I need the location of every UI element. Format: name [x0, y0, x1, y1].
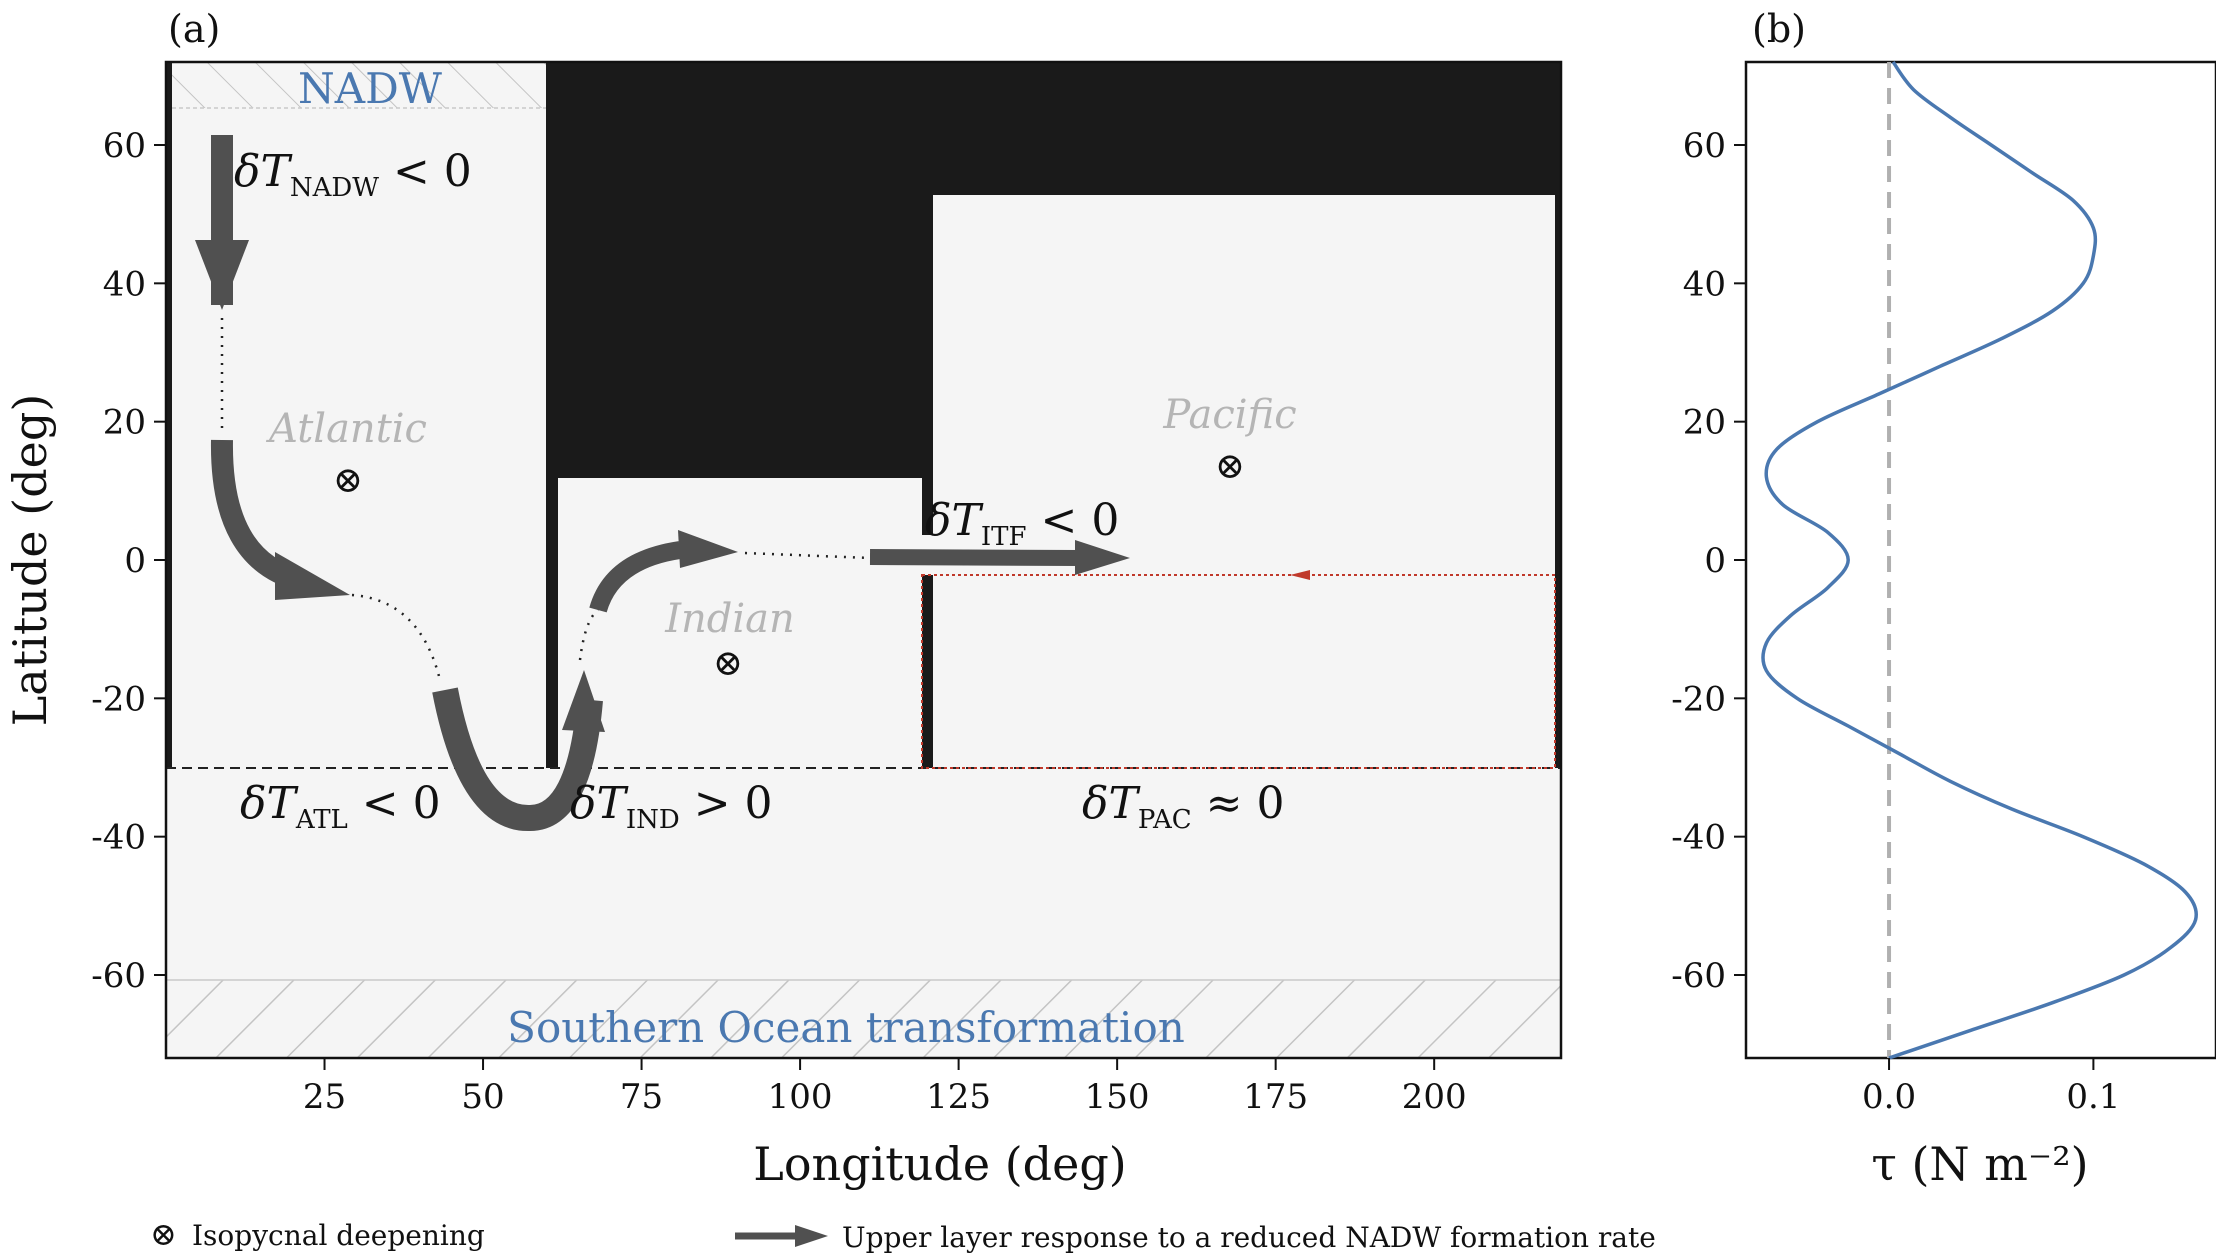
legend-arrow-head: [795, 1225, 828, 1247]
arrow-itf: [869, 549, 1081, 566]
wind-y-ticks: 60 40 20 0 -20 -40 -60: [1671, 126, 1746, 996]
arrow-agulhas-head: [562, 670, 605, 732]
land-north: [546, 62, 1561, 478]
map-x-tick-label: 75: [620, 1077, 663, 1117]
wind-y-tick-label: -60: [1671, 956, 1726, 996]
isopycnal-pacific: ⊗: [1215, 446, 1245, 487]
southern-ocean-label: Southern Ocean transformation: [507, 1003, 1185, 1052]
wind-y-tick-label: 60: [1683, 126, 1726, 166]
southern-ocean-region: [166, 980, 1561, 1058]
map-x-ticks: 25 50 75 100 125 150 175 200: [303, 1058, 1467, 1117]
map-y-tick-label: 20: [103, 403, 146, 443]
arrow-itf-head: [1075, 540, 1130, 575]
pacific-basin: [933, 195, 1555, 768]
wind-y-tick-label: -20: [1671, 679, 1726, 719]
wind-stress-curve: [1761, 60, 2198, 1060]
wind-y-tick-label: 20: [1683, 403, 1726, 443]
map-y-tick-label: -40: [91, 818, 146, 858]
wind-y-tick-label: 0: [1704, 541, 1726, 581]
arrow-agulhas: [432, 687, 603, 831]
map-y-tick-label: -60: [91, 956, 146, 996]
land-itf-wall: [922, 195, 933, 535]
land-india-africa: [546, 62, 558, 768]
arrow-atlantic-head: [275, 552, 350, 600]
map-y-tick-label: -20: [91, 679, 146, 719]
land-australia-strip: [922, 575, 933, 770]
wind-x-axis-label: τ (N m⁻²): [1871, 1137, 2088, 1191]
map-y-tick-label: 60: [103, 126, 146, 166]
map-x-tick-label: 125: [926, 1077, 991, 1117]
isopycnal-indian: ⊗: [713, 643, 743, 684]
dt-nadw-label: δTNADW < 0: [234, 146, 472, 203]
map-y-ticks: 60 40 20 0 -20 -40 -60: [91, 126, 166, 996]
map-y-axis-label: Latitude (deg): [3, 394, 57, 727]
itf-box: [921, 574, 1556, 769]
wind-stress-frame: [1744, 60, 2216, 1060]
itf-red-arrow: [1290, 570, 1310, 580]
legend-isopycnal-text: Isopycnal deepening: [192, 1219, 485, 1252]
basin-label-pacific: Pacific: [1162, 392, 1296, 438]
wind-x-tick-label: 0.0: [1862, 1077, 1916, 1117]
nadw-label: NADW: [298, 64, 443, 113]
dt-atl-label: δTATL < 0: [240, 778, 441, 835]
wind-x-tick-label: 0.1: [2066, 1077, 2120, 1117]
legend: ⊗ Isopycnal deepening Upper layer respon…: [150, 1215, 1656, 1254]
map-x-tick-label: 100: [768, 1077, 833, 1117]
atlantic-basin: [172, 62, 546, 768]
panel-label-b: (b): [1752, 7, 1806, 51]
basin-label-atlantic: Atlantic: [265, 406, 427, 452]
dt-ind-label: δTIND > 0: [570, 778, 773, 835]
map-x-tick-label: 50: [461, 1077, 504, 1117]
arrow-nadw-head: [195, 240, 249, 310]
wind-y-tick-label: 40: [1683, 264, 1726, 304]
wind-x-ticks: 0.0 0.1: [1862, 1058, 2120, 1117]
map-x-tick-label: 25: [303, 1077, 346, 1117]
land-west-boundary: [166, 62, 172, 868]
map-x-axis-label: Longitude (deg): [753, 1137, 1126, 1191]
map-x-tick-label: 175: [1243, 1077, 1308, 1117]
legend-arrow-text: Upper layer response to a reduced NADW f…: [842, 1221, 1656, 1254]
basin-label-indian: Indian: [664, 596, 795, 642]
wind-y-tick-label: -40: [1671, 818, 1726, 858]
map-y-tick-label: 0: [124, 541, 146, 581]
wind-stress-panel: 0.0 0.1 60 40 20 0 -20 -40 -60 (b) τ (N m⁻²): [1671, 7, 2216, 1191]
dt-pac-label: δTPAC ≈ 0: [1082, 778, 1284, 835]
legend-isopycnal-symbol: ⊗: [150, 1215, 177, 1253]
dt-itf-label: δTITF < 0: [925, 495, 1119, 552]
indian-basin: [558, 478, 922, 768]
map-x-tick-label: 150: [1085, 1077, 1150, 1117]
map-y-tick-label: 40: [103, 264, 146, 304]
isopycnal-atlantic: ⊗: [333, 460, 363, 501]
arrow-indian: [589, 541, 682, 613]
panel-label-a: (a): [168, 7, 220, 51]
map-panel: Atlantic Indian Pacific ⊗ ⊗ ⊗ NADW South…: [3, 7, 1563, 1191]
land-east-boundary: [1555, 62, 1561, 868]
map-x-tick-label: 200: [1402, 1077, 1467, 1117]
arrow-indian-head: [678, 530, 738, 568]
nadw-region: [172, 62, 546, 108]
